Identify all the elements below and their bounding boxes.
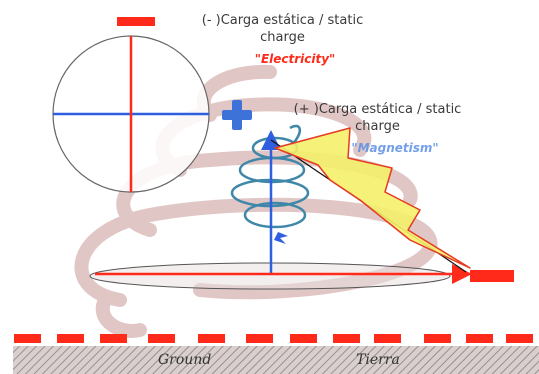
positive-charge-line2: charge [355, 119, 400, 134]
minus-sign-icon [117, 17, 155, 26]
plus-sign-icon [222, 100, 252, 130]
negative-charge-label: (- )Carga estática / static charge [190, 12, 375, 46]
lightning-bolt-icon [274, 127, 471, 269]
electricity-label: "Electricity" [254, 52, 336, 66]
positive-charge-label: (+ )Carga estática / static charge [285, 101, 470, 135]
ground-charges [14, 334, 533, 343]
ground-label-es: Tierra [356, 352, 400, 368]
negative-charge-circle [52, 35, 210, 193]
magnetism-label: "Magnetism" [351, 141, 439, 155]
negative-charge-line2: charge [260, 30, 305, 45]
ground-hatch [13, 346, 539, 374]
ground-label-en: Ground [158, 352, 212, 368]
blue-spark-icon [274, 232, 288, 244]
end-minus-icon [470, 270, 514, 282]
positive-charge-line1: (+ )Carga estática / static [293, 102, 462, 117]
negative-charge-line1: (- )Carga estática / static [201, 13, 364, 28]
